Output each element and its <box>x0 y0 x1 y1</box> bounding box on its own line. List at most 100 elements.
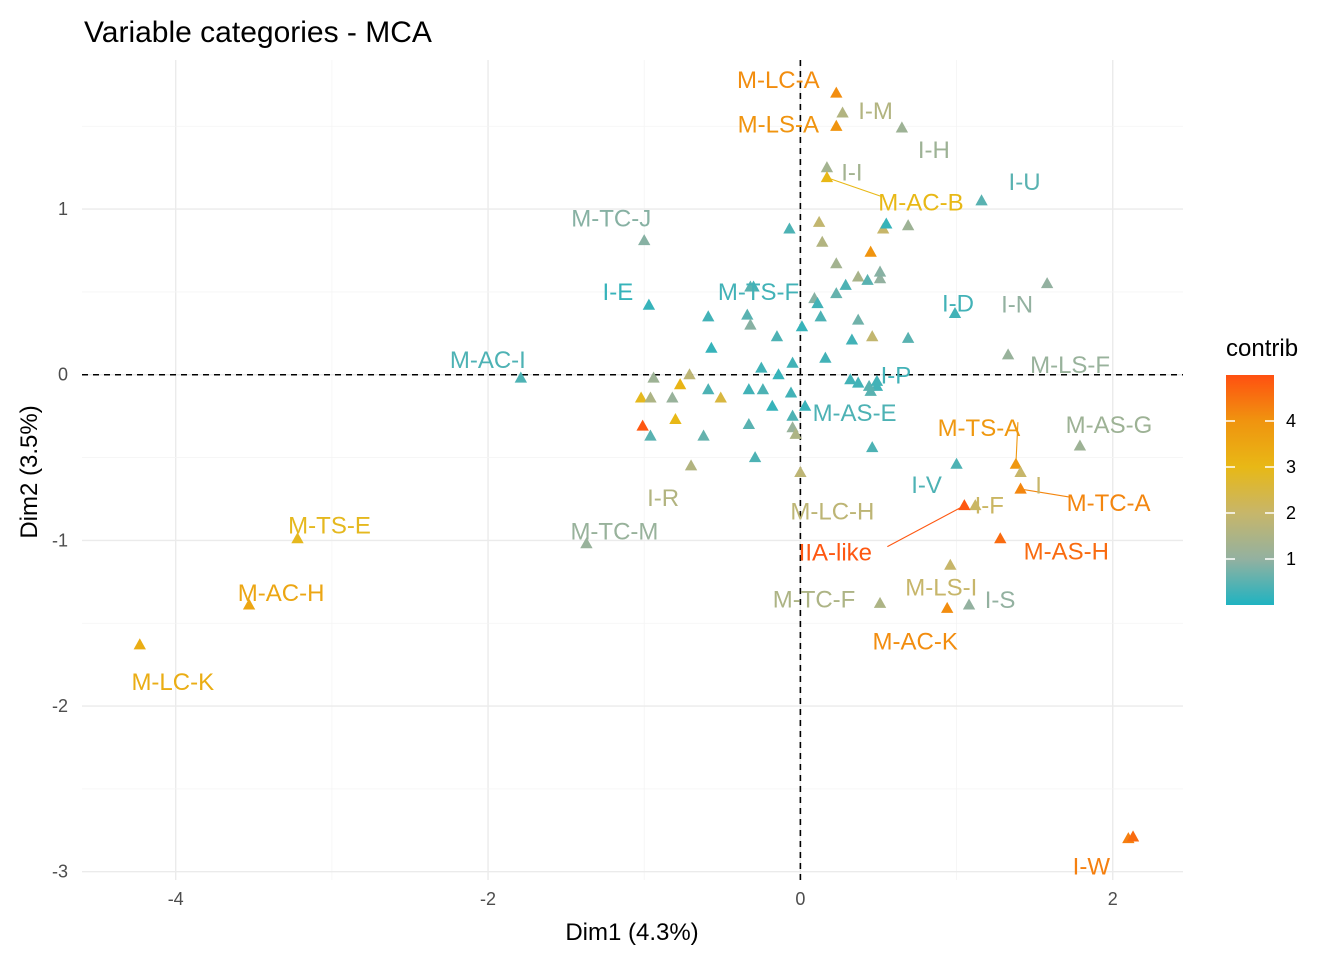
legend-tick-label: 2 <box>1286 503 1296 523</box>
point-marker <box>958 499 971 511</box>
point-marker <box>994 532 1007 544</box>
point-marker <box>242 598 256 610</box>
point-marker <box>820 161 834 173</box>
point-label: I-P <box>881 362 912 389</box>
point-marker <box>1126 830 1140 842</box>
point-label: I-W <box>1073 854 1111 881</box>
point-marker <box>744 280 757 292</box>
point-marker <box>969 499 982 511</box>
legend-tick-label: 3 <box>1286 457 1296 477</box>
point-marker <box>673 378 687 390</box>
point-marker <box>816 235 829 247</box>
x-tick-label: 0 <box>795 889 805 909</box>
label-connector <box>826 177 883 198</box>
point-marker <box>975 194 988 206</box>
point-marker <box>861 273 874 285</box>
label-connector <box>1020 488 1070 498</box>
points <box>133 86 1140 844</box>
point-marker <box>742 417 756 429</box>
point-marker <box>580 537 593 549</box>
point-label: M-LC-K <box>131 669 214 696</box>
point-marker <box>870 374 884 386</box>
point-marker <box>941 601 954 613</box>
point-marker <box>851 270 865 282</box>
point-label: M-AC-B <box>878 190 963 217</box>
point-marker <box>742 383 756 395</box>
point-label: M-TS-F <box>718 279 799 306</box>
point-marker <box>866 330 879 342</box>
point-label: I-D <box>942 290 974 317</box>
point-marker <box>830 257 843 269</box>
legend-colorbar <box>1226 375 1274 605</box>
point-label: I <box>1035 472 1042 499</box>
point-label: M-TS-A <box>938 415 1021 442</box>
point-marker <box>705 341 718 353</box>
point-marker <box>702 383 715 395</box>
point-marker <box>684 459 698 471</box>
point-marker <box>789 427 802 439</box>
point-marker <box>830 119 843 131</box>
chart-title: Variable categories - MCA <box>84 16 432 49</box>
point-marker <box>845 333 859 345</box>
point-marker <box>901 331 915 343</box>
point-label: M-LS-A <box>738 111 819 138</box>
point-marker <box>895 121 909 133</box>
point-marker <box>770 330 784 342</box>
point-label: I-S <box>985 587 1016 614</box>
point-label: M-TC-A <box>1067 490 1151 517</box>
point-marker <box>642 298 656 310</box>
point-label: M-AC-H <box>238 580 325 607</box>
point-marker <box>851 313 865 325</box>
point-label: I-M <box>858 98 893 125</box>
point-marker <box>811 297 824 309</box>
point-marker <box>786 409 799 421</box>
point-marker <box>638 234 651 246</box>
y-tick-label: -2 <box>52 696 68 716</box>
point-marker <box>714 391 727 403</box>
point-marker <box>514 371 528 383</box>
point-marker <box>819 351 832 363</box>
point-marker <box>880 217 893 229</box>
point-marker <box>783 222 796 234</box>
point-marker <box>1014 482 1027 494</box>
point-label: I-F <box>975 493 1004 520</box>
x-axis-ticks: -4 -2 0 2 <box>168 889 1118 909</box>
x-tick-label: -2 <box>480 889 496 909</box>
y-tick-label: -3 <box>52 862 68 882</box>
point-marker <box>291 532 304 544</box>
point-marker <box>950 457 963 469</box>
label-connector <box>887 505 965 548</box>
legend-tick-label: 1 <box>1286 549 1296 569</box>
point-marker <box>1040 277 1054 289</box>
point-label: I-H <box>918 137 950 164</box>
point-label: M-TC-J <box>571 206 651 233</box>
point-marker <box>873 596 887 608</box>
point-marker <box>836 106 849 118</box>
label-connector <box>1015 422 1019 465</box>
point-marker <box>864 245 877 257</box>
point-marker <box>812 215 826 227</box>
point-label: M-LS-F <box>1030 352 1110 379</box>
point-label: M-TC-F <box>773 586 856 613</box>
point-marker <box>756 383 770 395</box>
point-marker <box>820 171 834 183</box>
point-label: I-N <box>1001 292 1033 319</box>
point-label: M-AS-H <box>1024 539 1109 566</box>
point-label: I-U <box>1009 169 1041 196</box>
point-marker <box>873 265 887 277</box>
point-marker <box>795 320 809 332</box>
point-marker <box>786 356 799 368</box>
point-marker <box>644 429 657 441</box>
point-label: I-R <box>647 485 679 512</box>
point-label: M-TS-E <box>288 513 371 540</box>
point-label: M-TC-M <box>570 519 658 546</box>
point-marker <box>830 86 843 98</box>
point-marker <box>133 638 146 650</box>
point-marker <box>683 368 696 380</box>
point-marker <box>669 412 682 425</box>
y-tick-label: 1 <box>58 199 68 219</box>
point-marker <box>944 558 957 570</box>
y-tick-label: -1 <box>52 530 68 550</box>
point-marker <box>962 598 976 610</box>
